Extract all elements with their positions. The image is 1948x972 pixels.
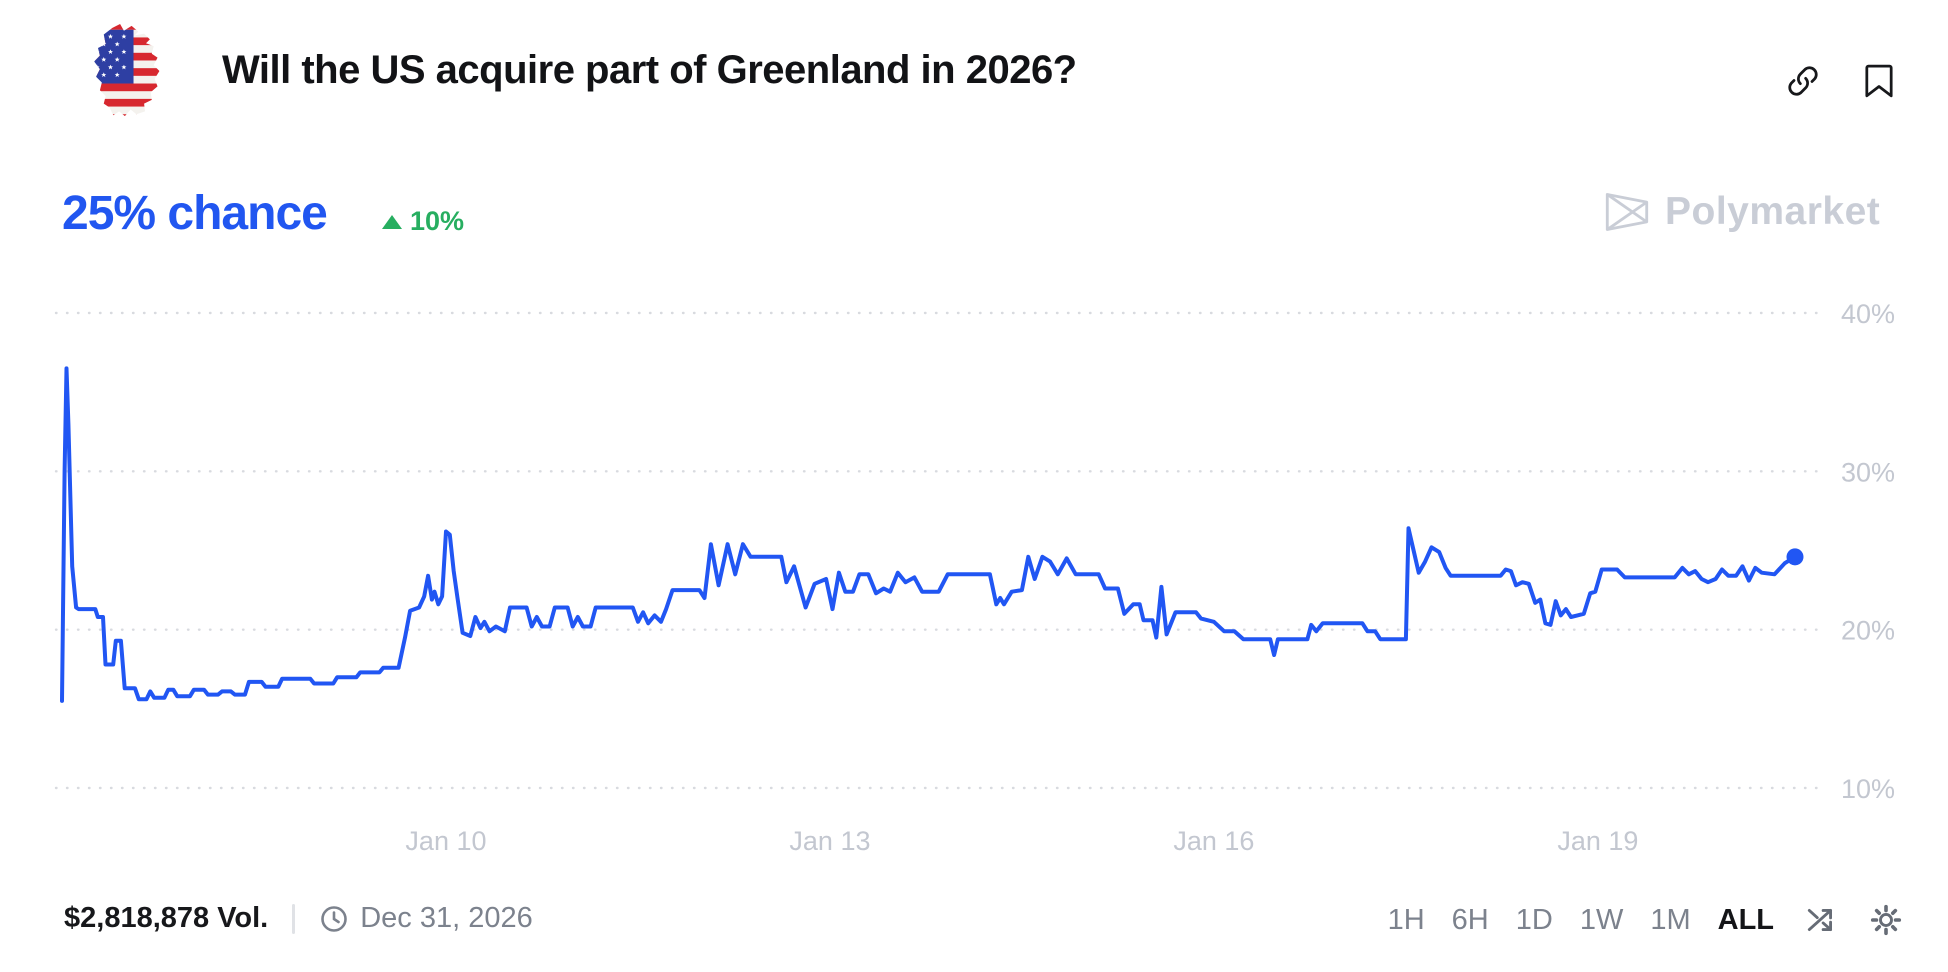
header-actions (1784, 62, 1898, 100)
x-tick-Jan-16: Jan 16 (1173, 826, 1254, 856)
watermark-brand: Polymarket (1665, 190, 1881, 233)
range-1w[interactable]: 1W (1579, 903, 1624, 936)
x-tick-Jan-13: Jan 13 (789, 826, 870, 856)
polymarket-logo-icon (1605, 193, 1649, 231)
y-tick-40%: 40% (1841, 299, 1895, 329)
delta-value: 10% (410, 206, 465, 236)
footer-left: $2,818,878 Vol. Dec 31, 2026 (64, 902, 533, 935)
range-6h[interactable]: 6H (1451, 903, 1489, 936)
bookmark-icon[interactable] (1860, 62, 1898, 100)
polymarket-watermark: Polymarket (1604, 190, 1880, 234)
shuffle-icon[interactable] (1803, 902, 1839, 938)
link-icon[interactable] (1784, 62, 1822, 100)
range-1m[interactable]: 1M (1650, 903, 1691, 936)
y-tick-30%: 30% (1841, 457, 1895, 487)
chance-value: 25% chance (62, 187, 328, 240)
volume-label: $2,818,878 Vol. (64, 902, 269, 934)
price-delta: 10% (382, 206, 464, 237)
clock-icon (321, 905, 348, 932)
end-date: Dec 31, 2026 (319, 902, 533, 935)
range-1h[interactable]: 1H (1387, 903, 1425, 936)
x-tick-Jan-19: Jan 19 (1557, 826, 1638, 856)
page-title: Will the US acquire part of Greenland in… (222, 48, 1077, 92)
range-1d[interactable]: 1D (1515, 903, 1553, 936)
greenland-us-flag-icon (74, 22, 170, 122)
end-date-label: Dec 31, 2026 (360, 902, 533, 934)
footer-right: 1H 6H 1D 1W 1M ALL (1388, 902, 1904, 938)
range-all[interactable]: ALL (1717, 903, 1774, 936)
gear-icon[interactable] (1868, 902, 1904, 938)
x-tick-Jan-10: Jan 10 (405, 826, 486, 856)
price-line (60, 366, 1797, 703)
delta-up-triangle-icon (382, 214, 402, 229)
footer-divider (292, 903, 296, 934)
y-tick-20%: 20% (1841, 616, 1895, 646)
y-tick-10%: 10% (1841, 774, 1895, 804)
current-price-dot (1786, 548, 1804, 566)
